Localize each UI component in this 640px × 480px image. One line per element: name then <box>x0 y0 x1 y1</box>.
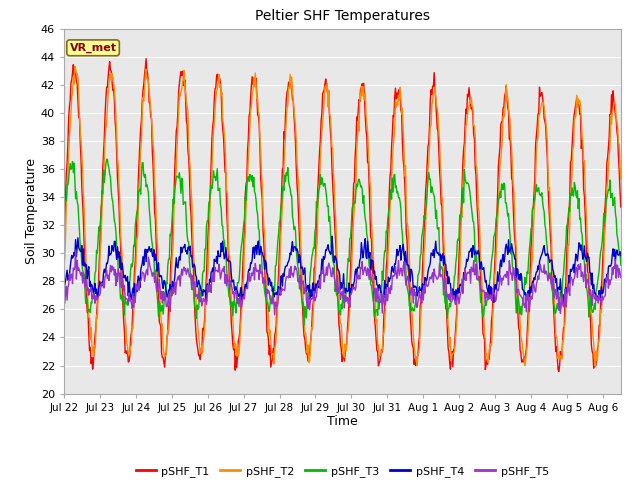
pSHF_T1 <box>617 204 625 210</box>
pSHF_T1 <box>185 155 193 161</box>
pSHF_T2 <box>60 261 68 267</box>
pSHF_T5 <box>617 275 625 280</box>
pSHF_T1 <box>411 356 419 362</box>
Line: pSHF_T5: pSHF_T5 <box>64 250 621 315</box>
pSHF_T5 <box>412 289 419 295</box>
pSHF_T4 <box>70 250 78 255</box>
pSHF_T5 <box>185 269 193 275</box>
pSHF_T4 <box>184 244 192 250</box>
Y-axis label: Soil Temperature: Soil Temperature <box>25 158 38 264</box>
pSHF_T5 <box>271 312 278 318</box>
pSHF_T4 <box>428 250 435 256</box>
pSHF_T2 <box>617 176 625 182</box>
pSHF_T3 <box>128 264 136 270</box>
Line: pSHF_T3: pSHF_T3 <box>64 159 621 325</box>
pSHF_T3 <box>428 184 436 190</box>
pSHF_T1 <box>555 369 563 374</box>
pSHF_T3 <box>60 212 68 218</box>
pSHF_T4 <box>411 284 419 290</box>
pSHF_T1 <box>428 87 435 93</box>
pSHF_T4 <box>559 300 567 306</box>
pSHF_T5 <box>128 306 136 312</box>
Text: VR_met: VR_met <box>70 43 116 53</box>
pSHF_T5 <box>70 267 78 273</box>
pSHF_T2 <box>411 348 419 354</box>
pSHF_T3 <box>185 239 193 245</box>
pSHF_T2 <box>428 123 435 129</box>
pSHF_T4 <box>214 261 221 266</box>
pSHF_T1 <box>127 330 135 336</box>
pSHF_T5 <box>214 269 222 275</box>
pSHF_T2 <box>591 363 599 369</box>
pSHF_T2 <box>128 324 136 330</box>
pSHF_T3 <box>412 300 419 305</box>
pSHF_T5 <box>72 247 79 253</box>
pSHF_T3 <box>617 262 625 268</box>
Line: pSHF_T4: pSHF_T4 <box>64 236 621 303</box>
Line: pSHF_T2: pSHF_T2 <box>64 66 621 366</box>
pSHF_T3 <box>104 156 111 162</box>
pSHF_T4 <box>127 296 135 302</box>
pSHF_T1 <box>142 56 150 61</box>
pSHF_T3 <box>300 322 308 328</box>
X-axis label: Time: Time <box>327 415 358 429</box>
pSHF_T4 <box>328 233 336 239</box>
Line: pSHF_T1: pSHF_T1 <box>64 59 621 372</box>
pSHF_T2 <box>70 81 78 87</box>
pSHF_T1 <box>214 78 222 84</box>
pSHF_T1 <box>60 235 68 240</box>
Title: Peltier SHF Temperatures: Peltier SHF Temperatures <box>255 10 430 24</box>
pSHF_T5 <box>60 302 68 308</box>
pSHF_T3 <box>70 160 78 166</box>
pSHF_T5 <box>428 272 436 278</box>
pSHF_T1 <box>70 72 78 78</box>
pSHF_T2 <box>214 78 222 84</box>
pSHF_T2 <box>71 63 79 69</box>
Legend: pSHF_T1, pSHF_T2, pSHF_T3, pSHF_T4, pSHF_T5: pSHF_T1, pSHF_T2, pSHF_T3, pSHF_T4, pSHF… <box>131 461 554 480</box>
pSHF_T3 <box>214 188 222 193</box>
pSHF_T4 <box>617 253 625 259</box>
pSHF_T2 <box>185 141 193 146</box>
pSHF_T4 <box>60 290 68 296</box>
